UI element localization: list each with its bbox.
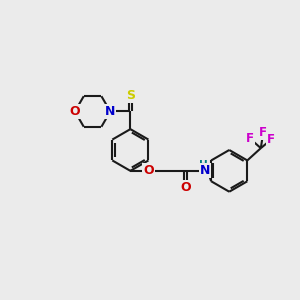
Text: O: O	[180, 181, 191, 194]
Text: F: F	[267, 133, 275, 146]
Text: F: F	[246, 132, 254, 145]
Text: S: S	[126, 89, 135, 102]
Text: O: O	[70, 105, 80, 118]
Text: N: N	[105, 105, 116, 118]
Text: F: F	[259, 126, 267, 139]
Text: N: N	[200, 164, 210, 177]
Text: H: H	[199, 160, 207, 170]
Text: O: O	[143, 164, 154, 177]
